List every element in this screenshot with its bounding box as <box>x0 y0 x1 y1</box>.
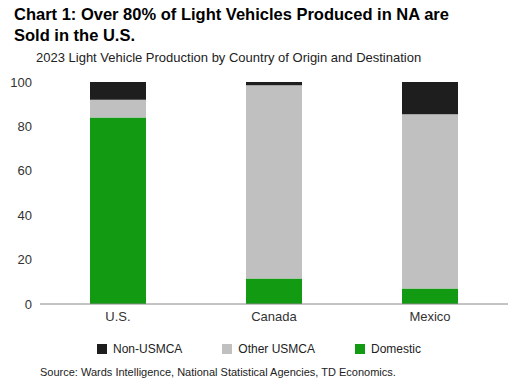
svg-text:40: 40 <box>18 208 32 223</box>
svg-text:0: 0 <box>25 297 32 312</box>
html-text:Source: Wards Intelligence, Na: Source: Wards Intelligence, National Sta… <box>40 366 396 378</box>
svg-text:U.S.: U.S. <box>105 309 130 324</box>
html-text:2023 Light Vehicle Production: 2023 Light Vehicle Production by Country… <box>36 50 422 65</box>
html-text:Other USMCA: Other USMCA <box>238 342 315 356</box>
svg-text:60: 60 <box>18 163 32 178</box>
svg-text:20: 20 <box>18 252 32 267</box>
html-text:Non-USMCA: Non-USMCA <box>113 342 183 356</box>
svg-text:100: 100 <box>10 75 32 90</box>
svg-text:Canada: Canada <box>251 309 297 324</box>
svg-text:Mexico: Mexico <box>409 309 450 324</box>
svg-text:80: 80 <box>18 119 32 134</box>
html-text:Domestic: Domestic <box>371 342 421 356</box>
html-text:Chart 1: Over 80% of Light Veh: Chart 1: Over 80% of Light Vehicles Prod… <box>14 5 449 44</box>
